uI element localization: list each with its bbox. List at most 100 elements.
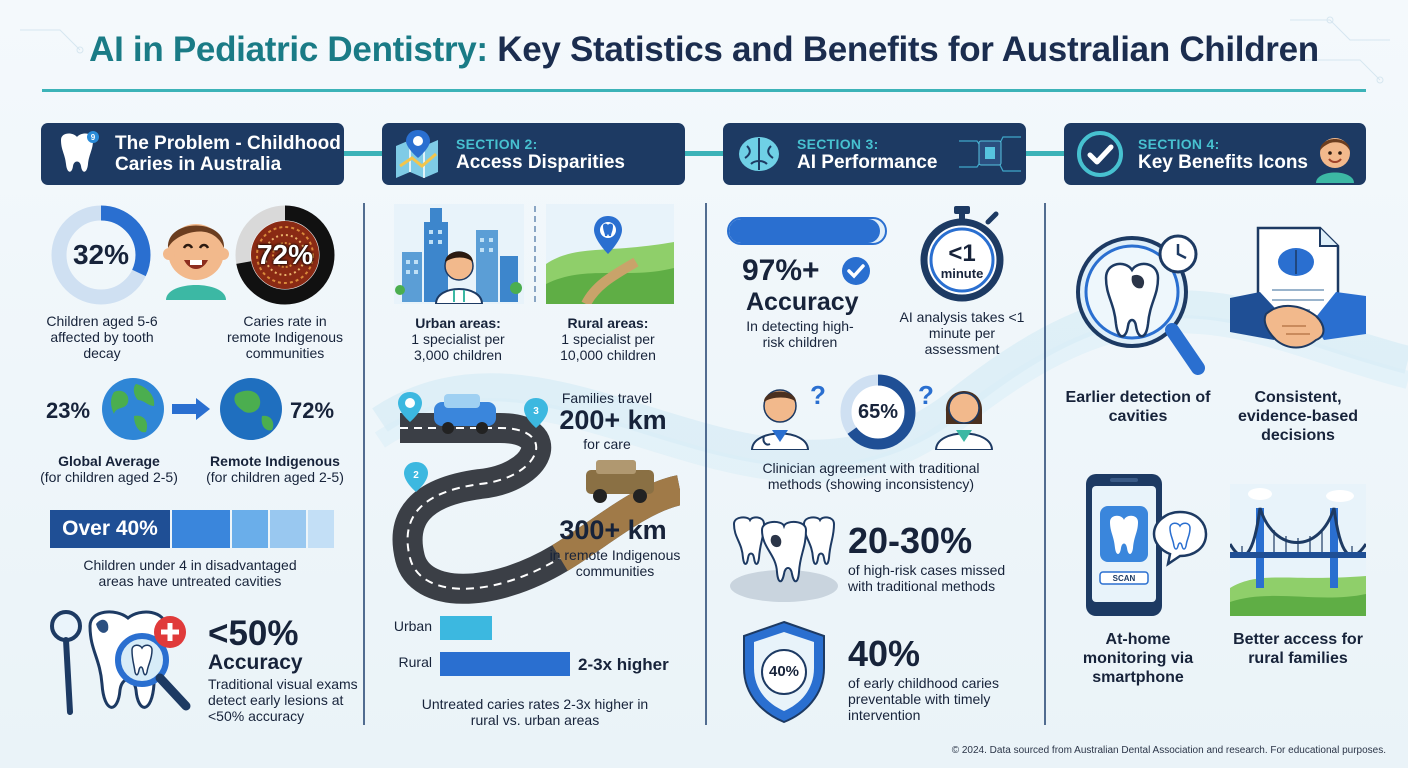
donut-65-percent (840, 374, 916, 450)
stat-value: 32% (72, 239, 130, 270)
title-part2: Key Statistics and Benefits for Australi… (497, 30, 1319, 69)
smartphone-scan-icon: SCAN (1086, 474, 1208, 616)
route-marker-label: 2 (413, 470, 419, 481)
urban-detail: 1 specialist per 3,000 children (411, 331, 505, 363)
stat-value: 72% (256, 239, 314, 270)
checkmark-icon (1077, 131, 1123, 177)
urban-label: Urban areas: (415, 315, 501, 331)
tooth-icon: 9 (61, 131, 99, 172)
ai-accuracy-caption: In detecting high-risk children (746, 318, 854, 350)
remote-indigenous-sub: (for children aged 2-5) (206, 469, 344, 485)
title-part1: AI in Pediatric Dentistry: (89, 30, 488, 69)
progress-segment (270, 510, 306, 548)
magnifier-tooth-icon (1076, 234, 1205, 375)
rural-label: Rural areas: (567, 315, 649, 331)
speed-value: <1 (948, 240, 976, 267)
svg-text:?: ? (810, 380, 826, 410)
page-title: AI in Pediatric Dentistry: Key Statistic… (0, 30, 1408, 70)
column-divider (705, 203, 707, 725)
column-divider (1044, 203, 1046, 725)
brain-icon (739, 137, 779, 171)
ai-accuracy-value: 97%+ (742, 254, 820, 287)
chart-value-label: 2-3x higher (578, 655, 669, 674)
title-divider (42, 89, 1366, 92)
tooth-magnifier-icon (50, 610, 191, 715)
donut-72-percent (235, 205, 335, 305)
benefit-rural-access: Better access for rural families (1233, 631, 1363, 667)
travel2-caption: in remote Indigenous communities (549, 547, 681, 579)
rural-detail: 1 specialist per 10,000 children (560, 331, 656, 363)
untreated-value-box: Over 40% (50, 510, 170, 548)
handshake-document-icon (1230, 226, 1366, 349)
section-label: SECTION 4: (1138, 135, 1220, 152)
travel2-value: 300+ km (559, 515, 667, 545)
section-label: SECTION 2: (456, 135, 538, 152)
benefit-home-monitoring: At-home monitoring via smartphone (1082, 631, 1194, 686)
stopwatch-icon (920, 206, 1004, 302)
donut-32-percent (51, 205, 151, 305)
global-average-value: 23% (46, 398, 91, 423)
doctor-female-icon: ? (918, 380, 994, 450)
globe-icon (102, 378, 164, 440)
untreated-value: Over 40% (62, 517, 158, 540)
missed-value: 20-30% (848, 520, 973, 561)
section-title: Key Benefits Icons (1138, 151, 1308, 173)
progress-segment (308, 510, 334, 548)
doctor-male-icon: ? (750, 380, 826, 450)
section-label: SECTION 3: (797, 135, 879, 152)
stat-caption: Caries rate in remote Indigenous communi… (227, 313, 343, 361)
route-marker-label: 3 (533, 406, 539, 417)
travel1-caption: for care (583, 436, 631, 452)
speed-unit: minute (940, 266, 984, 281)
chart-bar (440, 616, 492, 640)
chip-icon (959, 136, 1021, 172)
scan-button-label: SCAN (1113, 574, 1136, 583)
urban-city-icon (394, 204, 524, 304)
arrow-right-icon (172, 398, 210, 420)
bridge-landscape-icon (1230, 484, 1366, 616)
speed-caption: AI analysis takes <1 minute per assessme… (899, 309, 1025, 357)
chart-category-label: Rural (399, 654, 432, 670)
agreement-caption: Clinician agreement with traditional met… (762, 460, 980, 492)
footer-note: © 2024. Data sourced from Australian Den… (951, 745, 1386, 756)
global-average-label: Global Average (58, 453, 160, 469)
shield-icon (743, 620, 825, 724)
winding-road-icon: 2 3 (392, 392, 680, 604)
section-header-access: SECTION 2: Access Disparities (382, 123, 685, 185)
stat-caption: Children aged 5-6 affected by tooth deca… (46, 313, 158, 361)
chart-category-label: Urban (394, 618, 432, 634)
chart-bar (440, 652, 570, 676)
accuracy-caption: Traditional visual exams detect early le… (208, 676, 358, 724)
child-smiling-icon (163, 224, 229, 300)
child-avatar-icon (1316, 138, 1354, 183)
check-badge-icon (842, 257, 870, 285)
shield-value: 40% (768, 663, 800, 680)
chart-caption: Untreated caries rates 2-3x higher in ru… (421, 696, 649, 728)
agreement-value: 65% (857, 401, 899, 423)
accuracy-label: Accuracy (208, 651, 303, 674)
section-header-ai: SECTION 3: AI Performance (723, 123, 1026, 185)
remote-indigenous-label: Remote Indigenous (210, 453, 340, 469)
section-title: AI Performance (797, 151, 938, 173)
globe-icon (220, 378, 282, 440)
preventable-value: 40% (848, 633, 921, 674)
progress-fill (729, 219, 881, 243)
accuracy-progress-bar (727, 217, 887, 245)
remote-indigenous-value: 72% (290, 398, 335, 423)
travel-intro: Families travel (561, 390, 653, 406)
section-header-problem: 9 The Problem - Childhood Caries in Aust… (41, 123, 344, 185)
ai-accuracy-label: Accuracy (746, 288, 859, 316)
benefit-earlier-detection: Earlier detection of cavities (1065, 389, 1211, 425)
map-pin-icon (396, 130, 438, 178)
column-divider (363, 203, 365, 725)
progress-segment (232, 510, 268, 548)
header-connector (1026, 151, 1064, 156)
missed-caption: of high-risk cases missed with tradition… (848, 562, 1006, 594)
progress-segment (172, 510, 230, 548)
dashed-divider (534, 206, 536, 302)
svg-text:?: ? (918, 380, 934, 410)
untreated-caption: Children under 4 in disadvantaged areas … (83, 557, 297, 589)
svg-text:9: 9 (91, 133, 96, 142)
accuracy-value: <50% (208, 614, 299, 653)
section-title: The Problem - Childhood Caries in Austra… (115, 133, 341, 175)
